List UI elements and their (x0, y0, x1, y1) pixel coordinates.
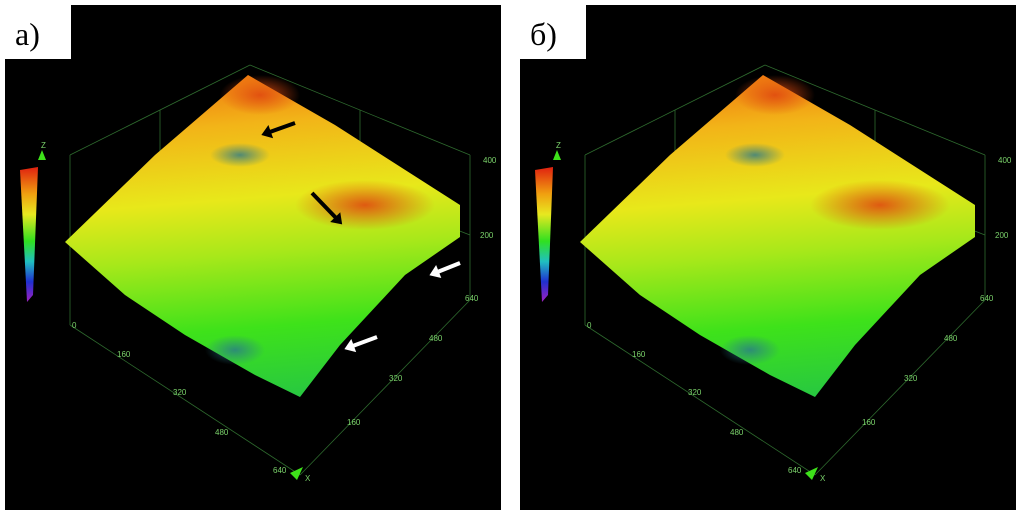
x-tick-label: 320 (688, 388, 702, 397)
panel: а) Z X 0 200 400 160 320 480 640 160 320 480 640 (5, 5, 501, 510)
x-axis-title: X (305, 474, 311, 483)
surface-peak (810, 180, 950, 230)
z-axis-title: Z (41, 141, 46, 150)
surface-valley (725, 143, 785, 167)
y-tick-label: 160 (347, 418, 361, 427)
y-tick-label: 480 (429, 334, 443, 343)
y-tick-label: 480 (944, 334, 958, 343)
y-tick-label: 640 (980, 294, 994, 303)
y-tick-label: 320 (389, 374, 403, 383)
panel-label: б) (530, 16, 557, 52)
figure: а) Z X 0 200 400 160 320 480 640 160 320 480 640 б) Z X 0… (0, 0, 1020, 515)
surface-peak (220, 75, 300, 115)
x-tick-label: 640 (788, 466, 802, 475)
y-tick-label: 640 (465, 294, 479, 303)
x-tick-label: 640 (273, 466, 287, 475)
x-tick-label: 480 (730, 428, 744, 437)
y-tick-label: 160 (862, 418, 876, 427)
z-tick-label: 200 (480, 231, 494, 240)
x-tick-label: 320 (173, 388, 187, 397)
surface-valley (210, 143, 270, 167)
surface-valley (720, 335, 780, 365)
x-tick-label: 480 (215, 428, 229, 437)
z-tick-label: 0 (72, 321, 77, 330)
x-tick-label: 160 (117, 350, 131, 359)
surface-peak (735, 75, 815, 115)
x-axis-title: X (820, 474, 826, 483)
z-tick-label: 400 (483, 156, 497, 165)
panel-label: а) (15, 16, 40, 52)
panel: б) Z X 0 200 400 160 320 480 640 160 320 480 640 (520, 5, 1016, 510)
x-tick-label: 160 (632, 350, 646, 359)
surface-valley (205, 335, 265, 365)
z-tick-label: 200 (995, 231, 1009, 240)
z-tick-label: 0 (587, 321, 592, 330)
y-tick-label: 320 (904, 374, 918, 383)
surface-peak (295, 180, 435, 230)
z-axis-title: Z (556, 141, 561, 150)
z-tick-label: 400 (998, 156, 1012, 165)
